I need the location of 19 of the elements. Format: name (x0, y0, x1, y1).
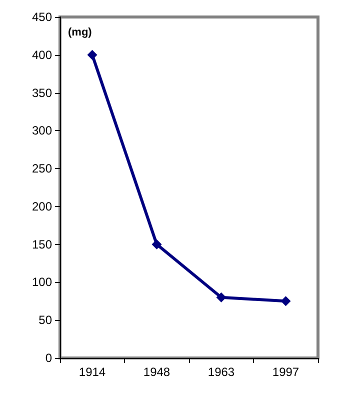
point (87, 50, 98, 60)
y-tick-label: 150 (32, 237, 52, 252)
x-tick-label: 1914 (78, 365, 106, 379)
x-tick-label: 1948 (143, 365, 170, 379)
y-tick-label: 200 (32, 199, 52, 214)
y-tick-label: 250 (32, 162, 52, 176)
y-tick-label: 0 (45, 351, 52, 365)
y-tick-label: 300 (32, 124, 52, 138)
x-tick-label: 1997 (272, 365, 300, 379)
x-tick-label: 1963 (208, 365, 235, 379)
y-axis-title: (mg) (68, 26, 92, 38)
point (152, 239, 162, 250)
point (280, 296, 291, 306)
y-tick-label: 350 (32, 86, 52, 100)
y-tick-label: 100 (32, 275, 52, 290)
y-tick-label: 400 (32, 48, 52, 62)
y-tick-label: 50 (38, 313, 52, 328)
point (216, 292, 226, 302)
y-tick-label: 450 (32, 10, 52, 24)
